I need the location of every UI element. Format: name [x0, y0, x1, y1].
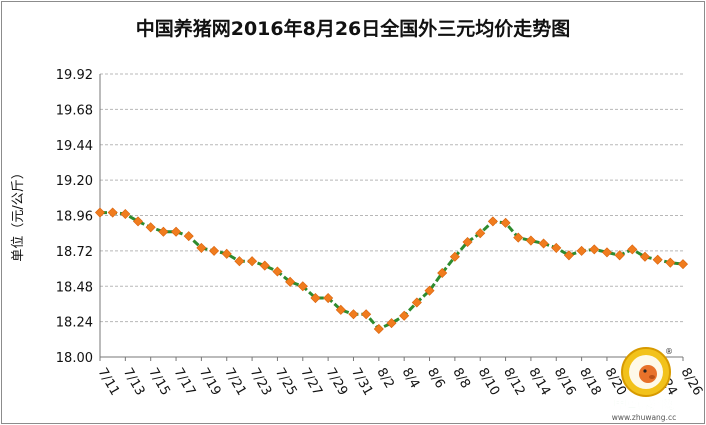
- y-tick-label: 18.00: [56, 351, 93, 366]
- data-point: [132, 216, 144, 227]
- data-point: [475, 228, 486, 239]
- x-tick-label: 8/4: [399, 366, 422, 392]
- data-point: [209, 245, 220, 256]
- data-point: [399, 310, 410, 321]
- pig-snout: [649, 375, 655, 379]
- x-tick-label: 7/13: [120, 366, 148, 399]
- x-tick-label: 8/16: [551, 366, 579, 399]
- data-point: [487, 216, 498, 227]
- data-point: [411, 297, 422, 308]
- x-tick-label: 7/31: [348, 366, 376, 399]
- data-point: [272, 266, 283, 277]
- x-tick-label: 7/17: [171, 366, 199, 399]
- data-point: [462, 237, 473, 248]
- data-point: [120, 209, 131, 220]
- data-point: [386, 318, 397, 329]
- x-tick-label: 8/18: [576, 366, 604, 399]
- data-point: [361, 309, 372, 320]
- watermark-url: www.zhuwang.cc: [612, 413, 676, 422]
- data-point: [145, 222, 156, 233]
- x-tick-label: 7/15: [145, 366, 173, 399]
- y-tick-label: 19.20: [56, 174, 93, 189]
- x-tick-label: 7/29: [323, 366, 351, 399]
- data-point: [563, 250, 574, 261]
- x-tick-label: 7/25: [272, 366, 300, 399]
- data-point: [538, 238, 549, 249]
- data-point: [285, 276, 296, 287]
- x-tick-label: 8/8: [449, 366, 472, 392]
- data-point: [158, 226, 169, 237]
- y-tick-label: 18.96: [56, 210, 93, 225]
- data-point: [94, 207, 106, 218]
- data-point: [247, 256, 258, 267]
- pig-eye: [643, 369, 647, 373]
- data-point: [171, 226, 182, 237]
- data-point: [297, 281, 308, 292]
- registered-mark: ®: [665, 347, 673, 356]
- chart-title: 中国养猪网2016年8月26日全国外三元均价走势图: [135, 18, 571, 40]
- data-point: [259, 260, 270, 271]
- data-point: [449, 251, 460, 262]
- watermark-brand: 中国养猪网: [614, 396, 674, 411]
- x-tick-label: 7/21: [221, 366, 249, 399]
- data-point: [500, 217, 511, 228]
- data-point: [107, 207, 118, 218]
- data-point: [677, 259, 689, 270]
- data-point: [234, 256, 245, 267]
- x-tick-label: 8/26: [678, 366, 706, 399]
- zhuwang-watermark: ® 中国养猪网 www.zhuwang.cc: [612, 347, 676, 422]
- x-tick-label: 8/12: [500, 366, 528, 399]
- data-point: [323, 293, 334, 304]
- data-point: [551, 242, 562, 253]
- series-line: [100, 211, 684, 331]
- data-point: [196, 242, 207, 253]
- pig-face-icon: [639, 365, 657, 383]
- data-point: [525, 235, 536, 246]
- data-point: [639, 251, 651, 262]
- x-tick-label: 7/23: [247, 366, 275, 399]
- data-point: [513, 232, 524, 243]
- data-point: [437, 267, 448, 279]
- y-tick-label: 18.48: [56, 280, 93, 295]
- y-axis-label: 单位（元/公斤）: [11, 166, 26, 261]
- x-tick-label: 7/27: [297, 366, 325, 399]
- y-tick-label: 19.44: [56, 139, 93, 154]
- data-point: [348, 309, 359, 320]
- x-tick-label: 8/10: [475, 366, 503, 399]
- data-point: [221, 248, 232, 259]
- x-tick-label: 8/6: [424, 366, 447, 392]
- data-point: [601, 247, 612, 258]
- y-tick-label: 18.72: [56, 245, 93, 260]
- data-point: [335, 304, 346, 315]
- data-point: [424, 285, 435, 296]
- data-point: [310, 293, 321, 304]
- x-tick-label: 7/11: [95, 366, 123, 399]
- data-point: [183, 231, 194, 242]
- data-point: [627, 244, 638, 255]
- data-point: [576, 245, 587, 256]
- y-tick-label: 19.92: [56, 68, 93, 83]
- y-tick-label: 19.68: [56, 103, 93, 118]
- x-tick-label: 7/19: [196, 366, 224, 399]
- x-tick-label: 8/2: [373, 366, 396, 392]
- data-point: [652, 254, 663, 265]
- data-point: [614, 250, 625, 261]
- y-tick-label: 18.24: [56, 316, 93, 331]
- x-tick-label: 8/14: [525, 366, 553, 399]
- data-point: [665, 257, 676, 268]
- data-point: [589, 244, 600, 255]
- data-point: [373, 323, 384, 335]
